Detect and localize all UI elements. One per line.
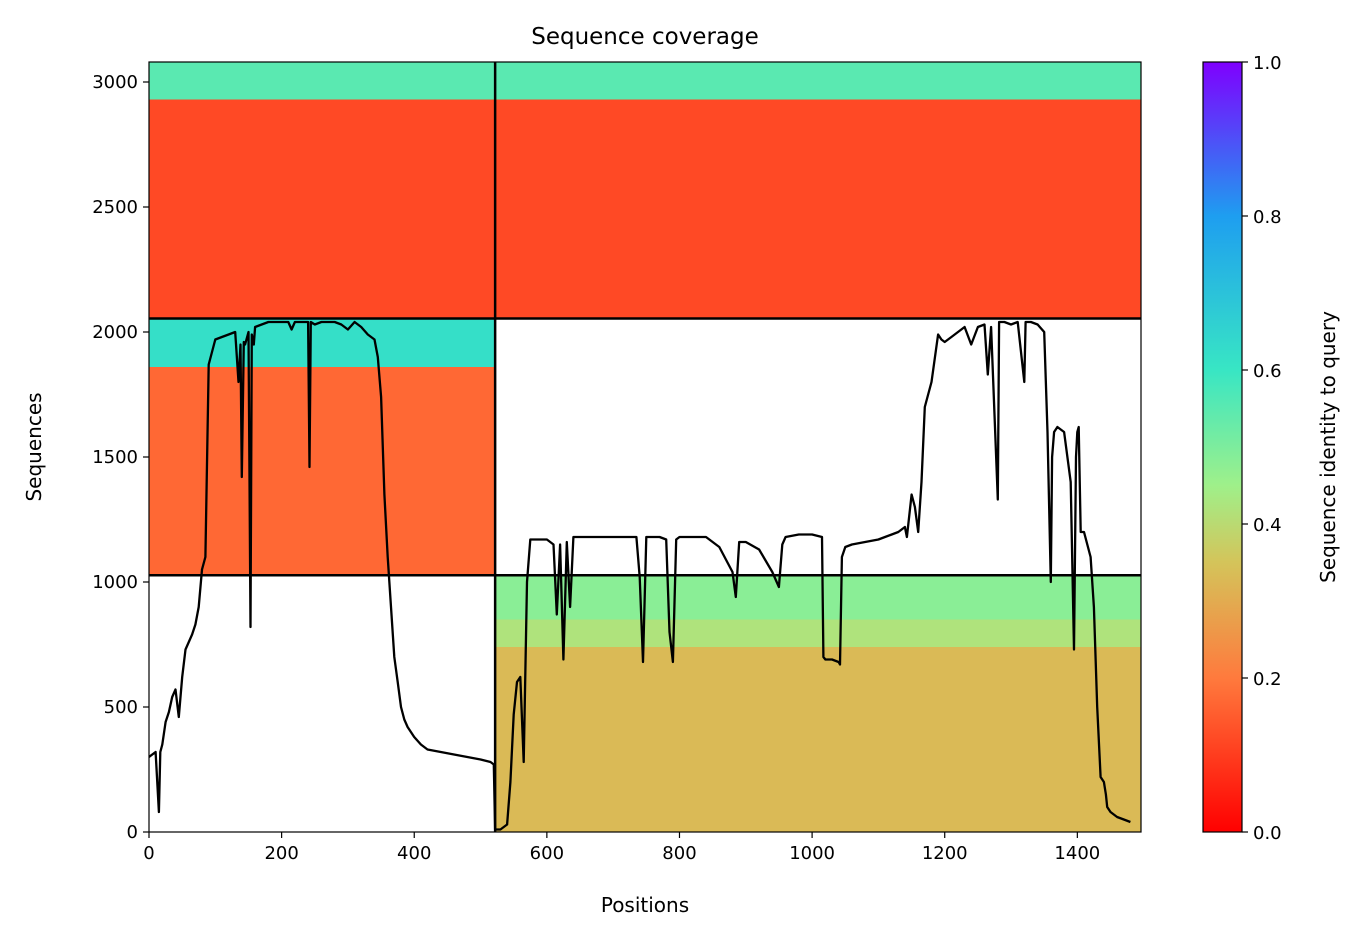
y-tick-label-1: 500: [104, 697, 138, 718]
x-tick-label-4: 800: [662, 843, 696, 864]
colorbar-tick-label-1: 0.2: [1253, 669, 1282, 690]
identity-block-5: [495, 619, 1141, 647]
colorbar-tick-label-0: 0.0: [1253, 823, 1282, 844]
y-axis: 0 500 1000 1500 2000 2500 3000: [92, 72, 149, 843]
colorbar-tick-label-5: 1.0: [1253, 53, 1282, 74]
colorbar-ticks: 0.0 0.2 0.4 0.6 0.8 1.0: [1242, 53, 1282, 844]
colorbar-gradient: [1202, 61, 1243, 833]
identity-block-1: [149, 318, 496, 367]
colorbar-label: Sequence identity to query: [1316, 311, 1340, 583]
identity-block-8: [495, 62, 1141, 100]
identity-block-6: [495, 575, 1141, 620]
identity-block-7: [495, 99, 1141, 319]
colorbar-tick-label-4: 0.8: [1253, 207, 1282, 228]
colorbar-tick-label-3: 0.6: [1253, 361, 1282, 382]
colorbar-tick-label-2: 0.4: [1253, 515, 1282, 536]
identity-block-4: [495, 647, 1141, 832]
identity-blocks: [149, 62, 1141, 832]
x-axis-label: Positions: [601, 893, 689, 917]
y-tick-label-4: 2000: [92, 322, 138, 343]
identity-block-2: [149, 99, 496, 319]
x-tick-label-6: 1200: [922, 843, 968, 864]
x-tick-label-7: 1400: [1054, 843, 1100, 864]
x-tick-label-0: 0: [143, 843, 154, 864]
y-axis-label: Sequences: [22, 392, 46, 501]
plot-area: [149, 62, 1141, 832]
colorbar: 0.0 0.2 0.4 0.6 0.8 1.0 Sequence identity to …: [1202, 53, 1340, 844]
chart-title: Sequence coverage: [531, 24, 759, 50]
y-tick-label-6: 3000: [92, 72, 138, 93]
y-tick-label-5: 2500: [92, 197, 138, 218]
y-tick-label-2: 1000: [92, 572, 138, 593]
x-axis: 0 200 400 600 800 1000 1200 1400: [143, 832, 1100, 864]
x-tick-label-5: 1000: [789, 843, 835, 864]
x-tick-label-3: 600: [530, 843, 564, 864]
x-tick-label-2: 400: [397, 843, 431, 864]
plot-frame: [148, 61, 1142, 833]
identity-block-3: [149, 62, 496, 100]
x-tick-label-1: 200: [264, 843, 298, 864]
y-tick-label-3: 1500: [92, 447, 138, 468]
y-tick-label-0: 0: [127, 822, 138, 843]
identity-block-0: [149, 367, 496, 576]
coverage-line: [149, 320, 1131, 831]
